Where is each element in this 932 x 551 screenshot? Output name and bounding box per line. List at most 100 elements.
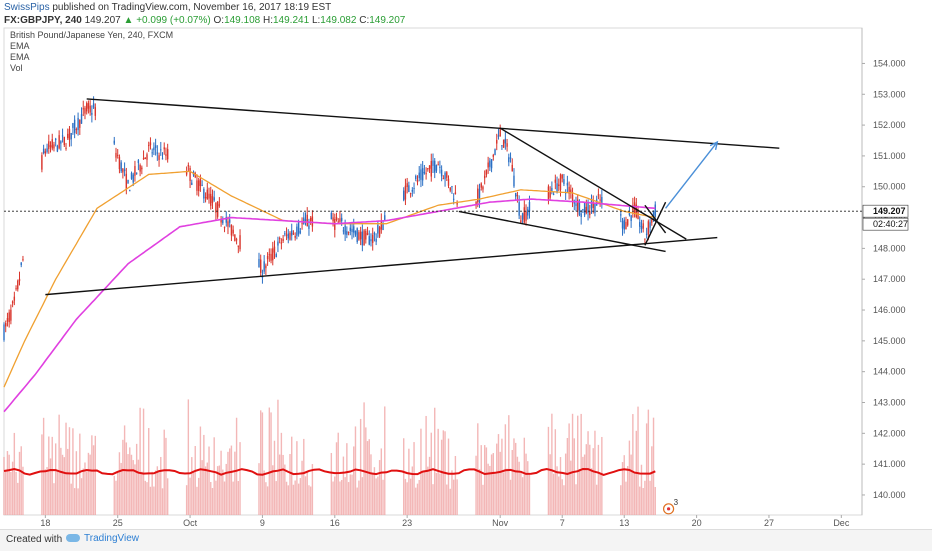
volume-bar — [294, 480, 296, 515]
candle-body — [196, 180, 198, 191]
volume-bar — [11, 461, 14, 515]
candle-body — [85, 103, 88, 112]
candle-body — [228, 219, 231, 223]
candle-body — [237, 245, 240, 247]
candle-body — [554, 179, 557, 183]
candle-body — [201, 184, 203, 186]
volume-bar — [17, 482, 19, 515]
candle-body — [203, 188, 205, 199]
legend-ema-2[interactable]: EMA — [10, 52, 30, 62]
candle-body — [303, 217, 305, 224]
volume-bar — [446, 484, 448, 515]
candle-body — [53, 144, 55, 149]
candle-body — [6, 318, 9, 322]
volume-bar — [435, 472, 438, 515]
volume-bar — [589, 444, 591, 515]
volume-bar — [520, 470, 522, 515]
volume-bar — [380, 448, 383, 515]
volume-bar — [475, 455, 477, 515]
legend-ema-1[interactable]: EMA — [10, 41, 30, 51]
candle-body — [623, 219, 625, 230]
candle-body — [506, 143, 508, 147]
candle-body — [375, 238, 377, 242]
candle-body — [215, 203, 217, 213]
candle-body — [645, 233, 648, 235]
candle-body — [508, 157, 510, 163]
volume-bar — [82, 468, 84, 515]
volume-bar — [275, 481, 277, 515]
candle-body — [490, 159, 493, 169]
candle-body — [148, 145, 150, 147]
open-label: O: — [213, 15, 225, 26]
volume-ma-line — [3, 467, 656, 476]
volume-bar — [599, 472, 601, 515]
volume-bar — [621, 462, 624, 515]
volume-bar — [451, 470, 453, 515]
legend-volume[interactable]: Vol — [10, 63, 23, 73]
volume-bar — [359, 418, 362, 515]
volume-bar — [304, 476, 307, 515]
candle-body — [432, 160, 434, 166]
candle-body — [89, 105, 91, 113]
volume-bar — [559, 457, 562, 515]
candle-body — [366, 232, 369, 236]
volume-bar — [187, 399, 190, 515]
candle-body — [270, 253, 272, 261]
volume-bar — [570, 460, 572, 515]
close-label: C: — [359, 15, 370, 26]
candle-body — [284, 233, 286, 235]
candle-body — [92, 103, 95, 108]
candle-body — [353, 226, 355, 233]
created-with-label: Created with — [6, 534, 63, 545]
y-tick-label: 142.000 — [873, 428, 906, 438]
volume-bar — [597, 444, 600, 515]
volume-bar — [408, 448, 410, 515]
volume-bar — [563, 485, 565, 515]
volume-bar — [118, 452, 121, 515]
volume-bar — [483, 445, 486, 515]
volume-bar — [268, 407, 271, 515]
candle-body — [556, 183, 558, 193]
candle-body — [589, 211, 591, 216]
price-chart[interactable]: 140.000 141.000 142.000 143.000 144.000 145.0… — [0, 0, 932, 529]
volume-bar — [513, 438, 515, 515]
candle-body — [416, 179, 419, 183]
y-tick-label: 141.000 — [873, 459, 906, 469]
candle-body — [13, 296, 16, 301]
candle-body — [208, 193, 210, 199]
volume-bar — [382, 479, 384, 515]
volume-bar — [415, 487, 417, 515]
candle-body — [409, 193, 412, 195]
author-link[interactable]: SwissPips — [4, 2, 50, 13]
volume-bar — [292, 484, 295, 515]
volume-bar — [518, 461, 520, 515]
volume-bar — [346, 443, 348, 515]
volume-bar — [308, 485, 310, 515]
candle-body — [211, 196, 214, 203]
event-badge-count: 3 — [674, 498, 679, 507]
candle-body — [575, 203, 577, 206]
candle-body — [120, 162, 122, 172]
candle-body — [206, 189, 209, 200]
volume-bar — [449, 488, 451, 515]
candle-body — [308, 225, 310, 229]
high-label: H: — [263, 15, 273, 26]
volume-bar — [161, 488, 164, 515]
candle-body — [339, 218, 341, 222]
candle-body — [134, 166, 136, 176]
candle-body — [239, 235, 241, 250]
trendline — [644, 204, 667, 234]
candle-body — [113, 140, 115, 144]
candle-body — [403, 190, 405, 201]
volume-bar — [149, 486, 152, 515]
volume-bar — [291, 436, 293, 515]
volume-bar — [203, 434, 205, 515]
candle-body — [218, 204, 221, 206]
volume-bar — [651, 446, 653, 515]
volume-bar — [146, 482, 148, 515]
candle-body — [20, 262, 22, 266]
event-badge-dot — [666, 507, 671, 511]
tradingview-logo[interactable]: TradingView — [66, 533, 139, 544]
candle-body — [594, 203, 596, 213]
candle-body — [151, 152, 153, 154]
